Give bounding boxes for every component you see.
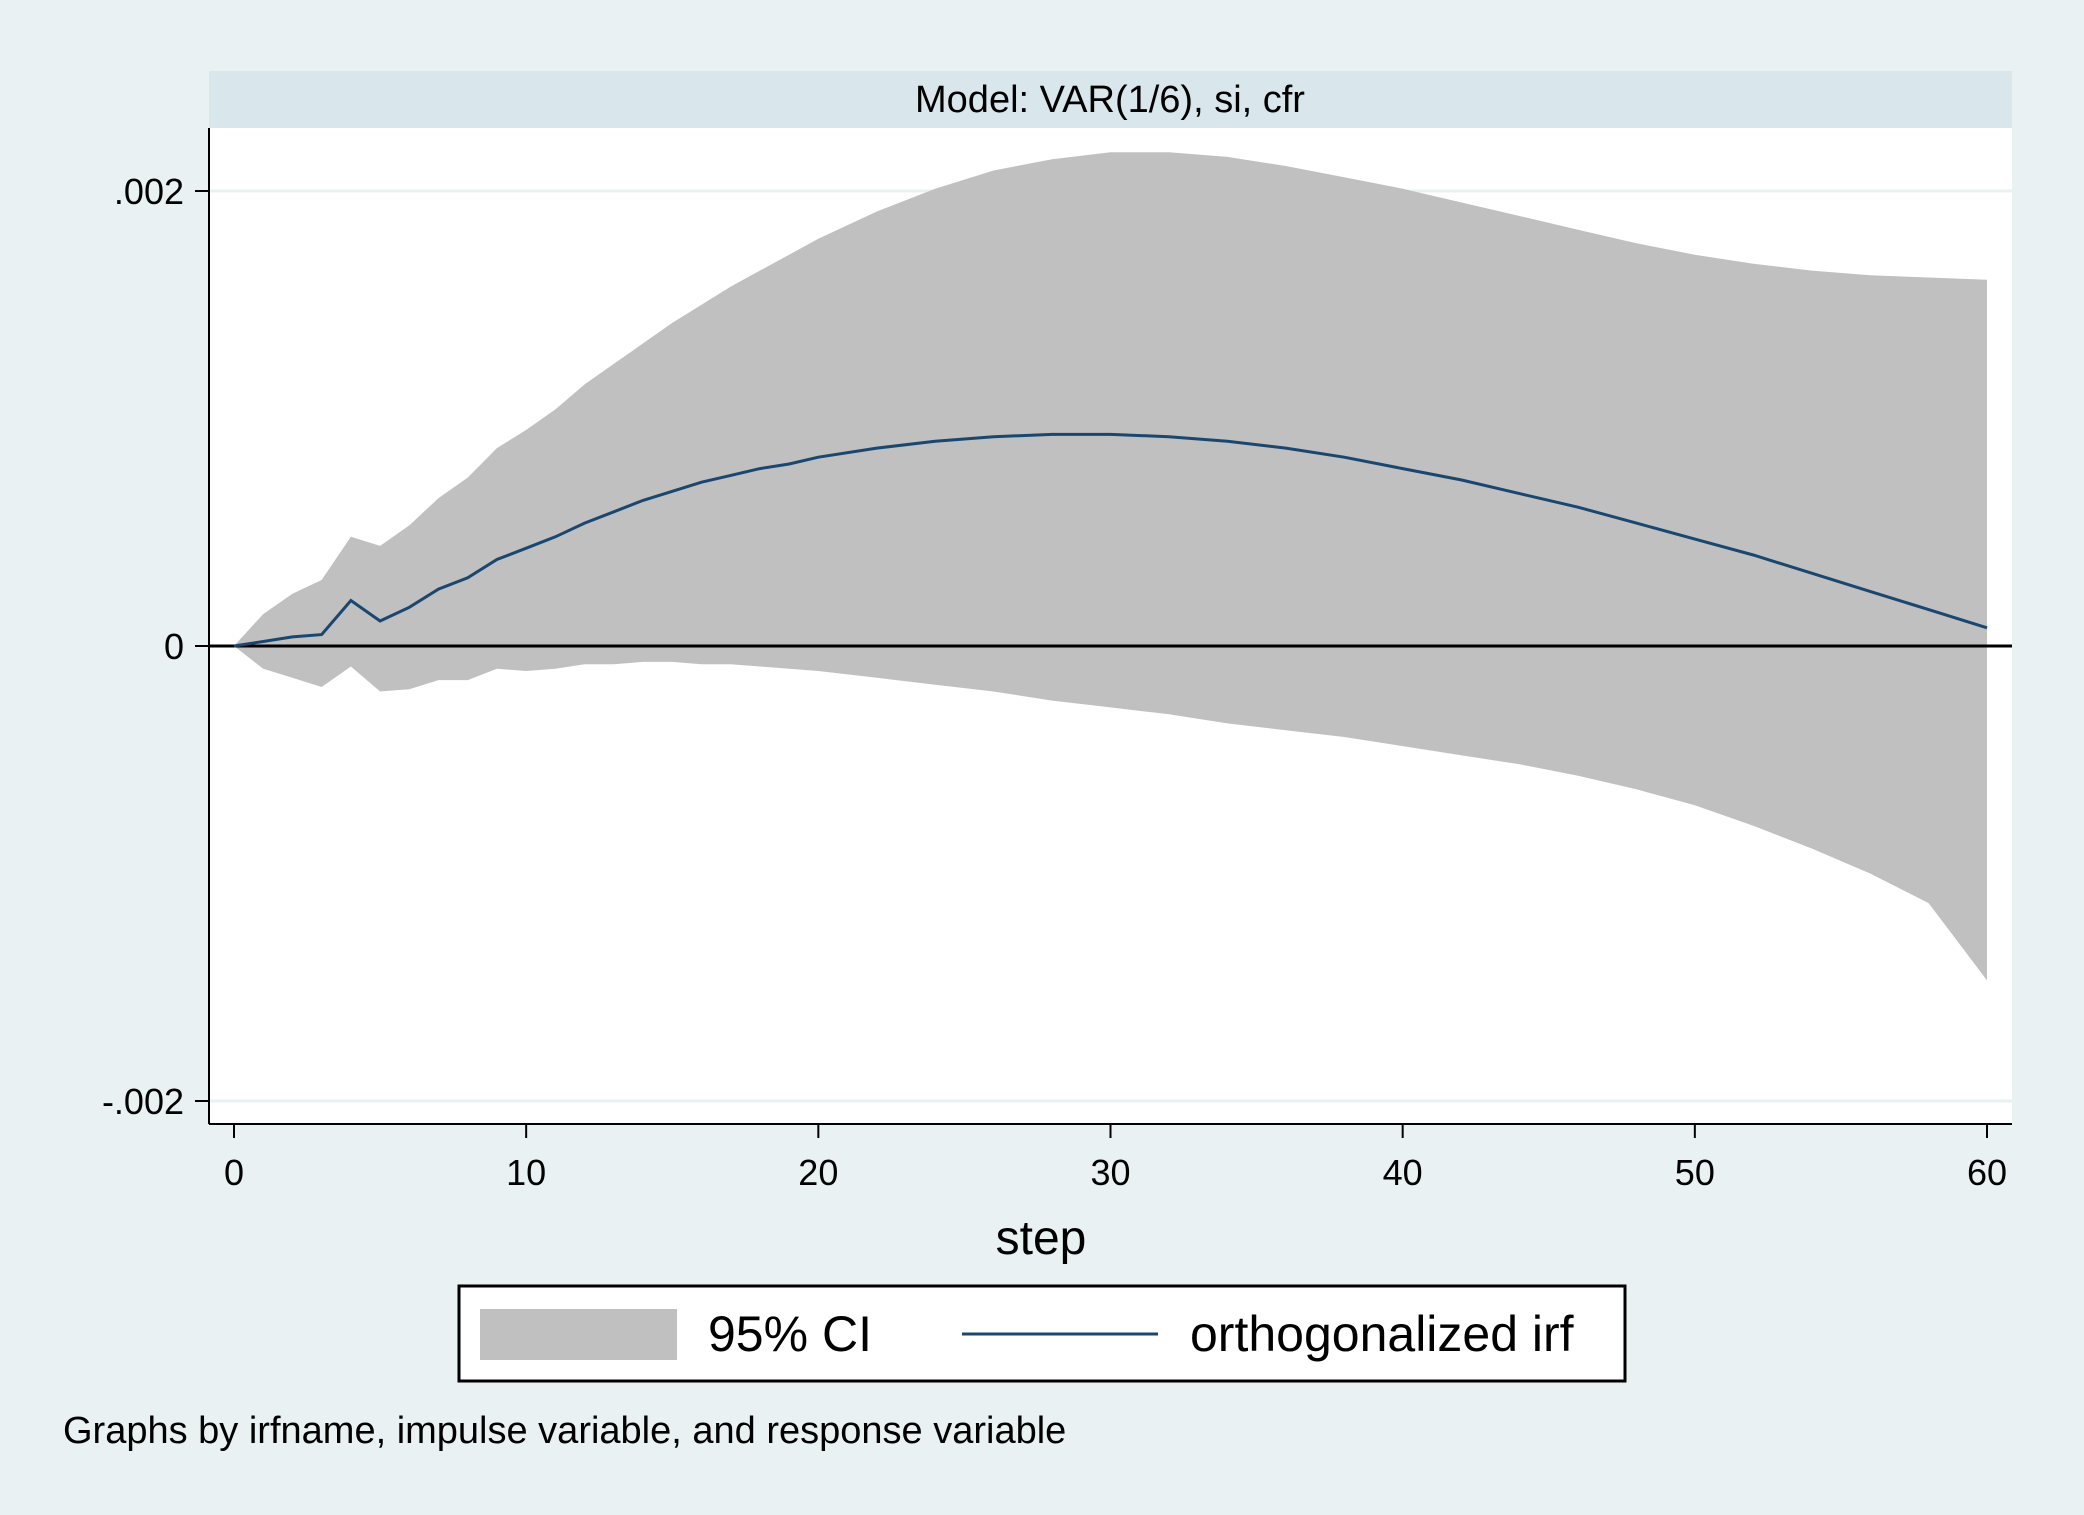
x-axis-ticks: 0 10 20 30 40 50 60 [224, 1124, 2007, 1193]
ci-band [234, 152, 1987, 981]
x-tick-label-4: 40 [1383, 1152, 1423, 1193]
legend-swatch-ci [480, 1309, 677, 1360]
y-tick-label-2: .002 [114, 171, 184, 212]
x-tick-label-1: 10 [506, 1152, 546, 1193]
legend-label-ci: 95% CI [708, 1306, 872, 1362]
x-axis-label: step [996, 1212, 1087, 1265]
panel-title-strip [209, 71, 2012, 128]
legend: 95% CI orthogonalized irf [457, 1284, 1627, 1383]
legend-label-irf: orthogonalized irf [1190, 1306, 1574, 1362]
x-tick-label-2: 20 [798, 1152, 838, 1193]
panel-title: Model: VAR(1/6), si, cfr [915, 79, 1305, 121]
x-tick-label-6: 60 [1967, 1152, 2007, 1193]
x-tick-label-3: 30 [1090, 1152, 1130, 1193]
irf-line [233, 432, 1988, 648]
y-tick-label-1: 0 [164, 626, 184, 667]
graph-note: Graphs by irfname, impulse variable, and… [63, 1410, 1066, 1452]
x-tick-label-0: 0 [224, 1152, 244, 1193]
x-tick-label-5: 50 [1675, 1152, 1715, 1193]
y-tick-label-0: -.002 [102, 1081, 184, 1122]
y-axis-ticks: -.002 0 .002 [102, 171, 209, 1122]
